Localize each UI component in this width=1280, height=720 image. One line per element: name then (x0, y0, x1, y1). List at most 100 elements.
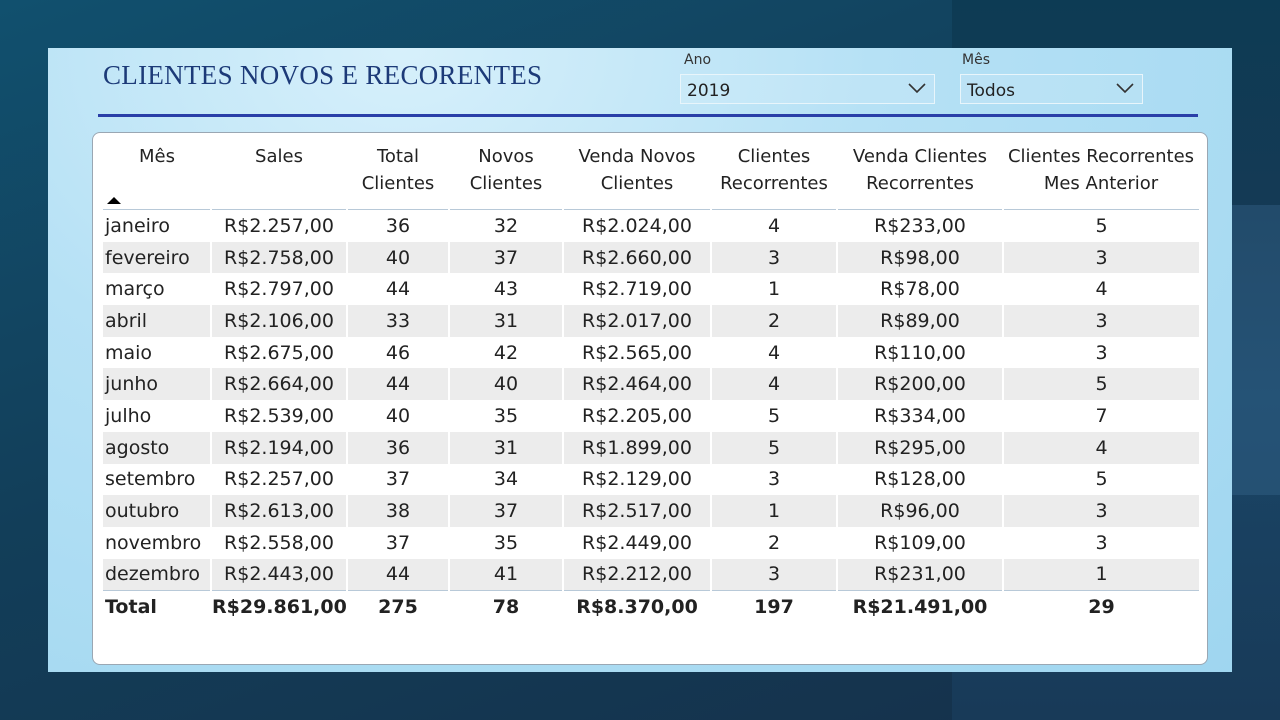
table-cell: R$2.613,00 (210, 495, 347, 527)
table-cell: R$2.205,00 (562, 400, 711, 432)
table-row[interactable]: julho R$2.539,00 40 35 R$2.205,00 5 R$334,00 7 (103, 400, 1199, 432)
report-title: CLIENTES NOVOS E RECORENTES (103, 60, 543, 90)
table-cell: R$2.517,00 (562, 495, 711, 527)
table-cell: 2 (710, 305, 837, 337)
table-cell: 37 (448, 241, 563, 274)
table-cell: 44 (346, 273, 449, 306)
table-cell: 36 (346, 431, 449, 464)
total-cell: 78 (448, 590, 563, 624)
mes-slicer-label: Mês (962, 52, 990, 68)
table-cell: fevereiro (103, 241, 211, 274)
table-cell: R$2.443,00 (210, 558, 347, 591)
table-cell: maio (105, 341, 153, 364)
table-cell: R$2.449,00 (562, 526, 711, 559)
table-cell: 37 (346, 526, 449, 559)
table-cell: 40 (346, 241, 449, 274)
table-cell: 35 (448, 526, 563, 559)
table-cell: R$295,00 (836, 431, 1003, 464)
table-cell: R$2.539,00 (210, 400, 347, 432)
table-cell: R$2.024,00 (562, 209, 711, 242)
table-cell: 3 (710, 558, 837, 591)
table-cell: 3 (710, 463, 837, 496)
table-cell: R$2.660,00 (562, 241, 711, 274)
table-cell: 5 (1002, 463, 1199, 496)
table-cell: R$2.017,00 (562, 305, 711, 337)
table-cell: 41 (448, 558, 563, 591)
table-cell: R$2.565,00 (562, 336, 711, 369)
table-body: janeiro R$2.257,00 36 32 R$2.024,00 4 R$233,00… (103, 209, 1199, 591)
table-cell: R$128,00 (836, 463, 1003, 496)
table-cell: 4 (710, 209, 837, 242)
table-cell: R$2.675,00 (210, 336, 347, 369)
ano-slicer[interactable]: 2019 (680, 74, 935, 104)
table-cell: 3 (1002, 495, 1199, 527)
table-row[interactable]: agosto R$2.194,00 36 31 R$1.899,00 5 R$295,00 4 (103, 431, 1199, 464)
table-cell: R$2.797,00 (210, 273, 347, 306)
table-row[interactable]: dezembro R$2.443,00 44 41 R$2.212,00 3 R$231,0… (103, 558, 1199, 591)
table-row[interactable]: outubro R$2.613,00 38 37 R$2.517,00 1 R$96,00 3 (103, 495, 1199, 527)
table-cell: 40 (346, 400, 449, 432)
column-header[interactable]: Mês (103, 137, 211, 210)
column-header[interactable]: Clientes Recorrentes Mes Anterior (1003, 137, 1199, 210)
table-cell: R$89,00 (836, 305, 1003, 337)
table-cell: R$96,00 (836, 495, 1003, 527)
table-cell: 38 (346, 495, 449, 527)
total-cell: R$8.370,00 (562, 590, 711, 624)
column-header-label: Mês (139, 146, 175, 167)
total-cell: R$21.491,00 (836, 590, 1003, 624)
table-cell: 31 (448, 431, 563, 464)
table-cell: R$233,00 (836, 209, 1003, 242)
column-header-label: Sales (255, 146, 303, 167)
table-cell: R$2.464,00 (562, 368, 711, 401)
clientes-table: Mês Sales Total Clientes Novos Clientes Vend… (103, 137, 1199, 624)
table-cell: 43 (448, 273, 563, 306)
column-header[interactable]: Venda Clientes Recorrentes (837, 137, 1003, 210)
table-cell: 3 (1002, 305, 1199, 337)
sort-ascending-icon[interactable] (107, 195, 121, 205)
table-row[interactable]: março R$2.797,00 44 43 R$2.719,00 1 R$78,00 4 (103, 273, 1199, 306)
chevron-down-icon[interactable] (908, 81, 926, 95)
column-header[interactable]: Venda Novos Clientes (563, 137, 711, 210)
column-header-label: Clientes Recorrentes Mes Anterior (1007, 146, 1195, 194)
table-row[interactable]: novembro R$2.558,00 37 35 R$2.449,00 2 R$109,0… (103, 526, 1199, 559)
table-cell: 32 (448, 209, 563, 242)
table-row[interactable]: fevereiro R$2.758,00 40 37 R$2.660,00 3 R$98,0… (103, 241, 1199, 274)
total-cell: Total (103, 590, 211, 624)
column-header[interactable]: Sales (211, 137, 347, 210)
table-cell: março (105, 278, 165, 301)
column-header[interactable]: Total Clientes (347, 137, 449, 210)
chevron-down-icon[interactable] (1116, 81, 1134, 95)
table-cell: 34 (448, 463, 563, 496)
table-cell: 4 (1002, 273, 1199, 306)
table-row[interactable]: abril R$2.106,00 33 31 R$2.017,00 2 R$89,00 3 (103, 305, 1199, 337)
total-cell: 197 (710, 590, 837, 624)
table-cell: R$2.257,00 (210, 463, 347, 496)
table-cell: novembro (105, 531, 202, 554)
column-header[interactable]: Novos Clientes (449, 137, 563, 210)
table-cell: 4 (1002, 431, 1199, 464)
table-cell: 46 (346, 336, 449, 369)
table-visual: Mês Sales Total Clientes Novos Clientes Vend… (92, 132, 1208, 665)
ano-slicer-label: Ano (684, 52, 712, 68)
table-cell: R$2.194,00 (210, 431, 347, 464)
mes-slicer[interactable]: Todos (960, 74, 1143, 104)
table-cell: R$1.899,00 (562, 431, 711, 464)
table-cell: 44 (346, 558, 449, 591)
table-row[interactable]: maio R$2.675,00 46 42 R$2.565,00 4 R$110,00 3 (103, 336, 1199, 369)
table-cell: 44 (346, 368, 449, 401)
table-row[interactable]: setembro R$2.257,00 37 34 R$2.129,00 3 R$128,0… (103, 463, 1199, 496)
table-cell: 35 (448, 400, 563, 432)
table-cell: 5 (710, 400, 837, 432)
table-cell: R$200,00 (836, 368, 1003, 401)
table-row[interactable]: janeiro R$2.257,00 36 32 R$2.024,00 4 R$233,00… (103, 209, 1199, 242)
table-cell: 2 (710, 526, 837, 559)
table-cell: agosto (103, 431, 211, 464)
table-cell: 37 (346, 463, 449, 496)
table-cell: 42 (448, 336, 563, 369)
column-header[interactable]: Clientes Recorrentes (711, 137, 837, 210)
table-row[interactable]: junho R$2.664,00 44 40 R$2.464,00 4 R$200,00 5 (103, 368, 1199, 401)
table-cell: outubro (103, 495, 211, 527)
table-cell: R$2.257,00 (210, 209, 347, 242)
table-cell: 3 (710, 241, 837, 274)
table-cell: R$110,00 (836, 336, 1003, 369)
